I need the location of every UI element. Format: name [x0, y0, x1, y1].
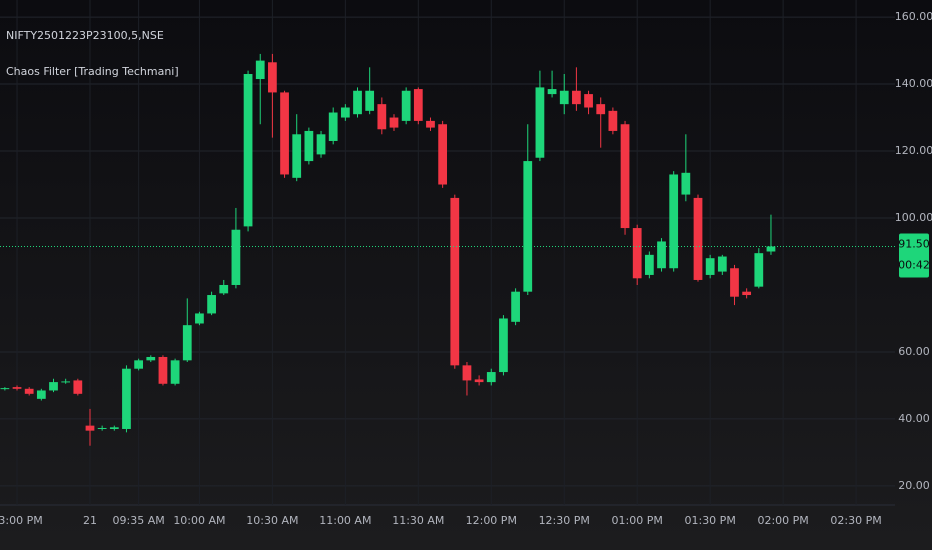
candle-body	[547, 89, 557, 95]
candle-body	[134, 360, 144, 369]
candle-body	[438, 124, 448, 185]
x-tick-label: 01:00 PM	[612, 514, 663, 527]
candle-body	[754, 253, 764, 287]
x-tick-label: 10:00 AM	[173, 514, 225, 527]
countdown-label: 00:42	[898, 258, 930, 271]
candle-body	[146, 356, 156, 361]
candle-body	[195, 313, 204, 324]
candle-body	[280, 92, 289, 175]
candle-body	[669, 174, 679, 269]
candle-body	[340, 107, 350, 118]
candle-body	[474, 379, 484, 383]
x-tick-label: 12:00 PM	[466, 514, 517, 527]
candle-body	[742, 291, 752, 296]
x-tick-label: 12:30 PM	[539, 514, 590, 527]
candle-body	[219, 284, 229, 294]
last-price-label: 91.50	[898, 237, 930, 250]
candle-body	[97, 427, 107, 429]
candle-body	[450, 197, 460, 366]
y-tick-label: 40.00	[898, 412, 930, 425]
candle-body	[73, 380, 83, 394]
candle-body	[596, 104, 606, 115]
candle-body	[499, 318, 508, 373]
candle-body	[584, 94, 593, 108]
candle-body	[122, 368, 131, 429]
candle-body	[693, 197, 703, 280]
candle-body	[304, 130, 314, 162]
candle-body	[109, 427, 119, 429]
candle-body	[85, 425, 95, 431]
chart-title: NIFTY2501223P23100,5,NSE	[6, 29, 164, 42]
x-tick-label: 11:00 AM	[319, 514, 371, 527]
candle-body	[766, 246, 776, 252]
candle-body	[413, 89, 423, 121]
x-tick-label: 10:30 AM	[246, 514, 298, 527]
candle-body	[255, 60, 265, 80]
candle-body	[511, 291, 520, 322]
y-tick-label: 140.00	[895, 77, 932, 90]
candle-body	[231, 229, 241, 285]
candle-body	[572, 90, 581, 105]
candle-body	[730, 268, 739, 297]
candle-body	[170, 360, 180, 384]
candle-body	[49, 382, 58, 391]
y-tick-label: 120.00	[895, 144, 932, 157]
x-tick-label: 02:30 PM	[830, 514, 881, 527]
candle-body	[401, 90, 411, 121]
y-tick-label: 160.00	[895, 10, 932, 23]
candle-body	[608, 110, 618, 131]
candle-body	[24, 388, 34, 394]
candle-body	[292, 134, 302, 178]
x-tick-label: 11:30 AM	[392, 514, 444, 527]
candle-body	[681, 172, 691, 195]
indicator-label: Chaos Filter [Trading Techmani]	[6, 65, 179, 78]
y-tick-label: 20.00	[898, 479, 930, 492]
x-tick-label: 09:35 AM	[113, 514, 165, 527]
candle-body	[365, 90, 375, 111]
candle-body	[377, 104, 387, 130]
candle-body	[486, 372, 496, 383]
candle-body	[632, 228, 642, 279]
candle-body	[717, 256, 727, 272]
candle-body	[644, 254, 654, 275]
candle-body	[389, 117, 399, 128]
candle-body	[353, 90, 362, 115]
last-price-box	[899, 233, 929, 278]
candle-body	[462, 365, 472, 381]
x-tick-label: 01:30 PM	[684, 514, 735, 527]
x-tick-label: 03:00 PM	[0, 514, 43, 527]
candle-body	[559, 90, 569, 105]
candle-body	[535, 87, 545, 158]
candle-body	[158, 356, 168, 384]
x-tick-label: 21	[83, 514, 97, 527]
candle-body	[328, 112, 338, 141]
y-tick-label: 100.00	[895, 211, 932, 224]
candle-body	[657, 241, 666, 269]
candle-body	[0, 388, 10, 390]
candle-body	[243, 74, 253, 227]
candle-body	[426, 120, 435, 128]
candle-body	[316, 134, 326, 155]
y-tick-label: 60.00	[898, 345, 930, 358]
candle-body	[523, 161, 533, 292]
candle-body	[12, 387, 22, 389]
candle-body	[36, 390, 46, 399]
candle-body	[268, 62, 277, 93]
x-tick-label: 02:00 PM	[757, 514, 808, 527]
candle-body	[620, 124, 630, 229]
candle-body	[207, 295, 216, 314]
candle-body	[182, 325, 192, 361]
candle-body	[705, 258, 715, 275]
candle-body	[61, 381, 71, 383]
